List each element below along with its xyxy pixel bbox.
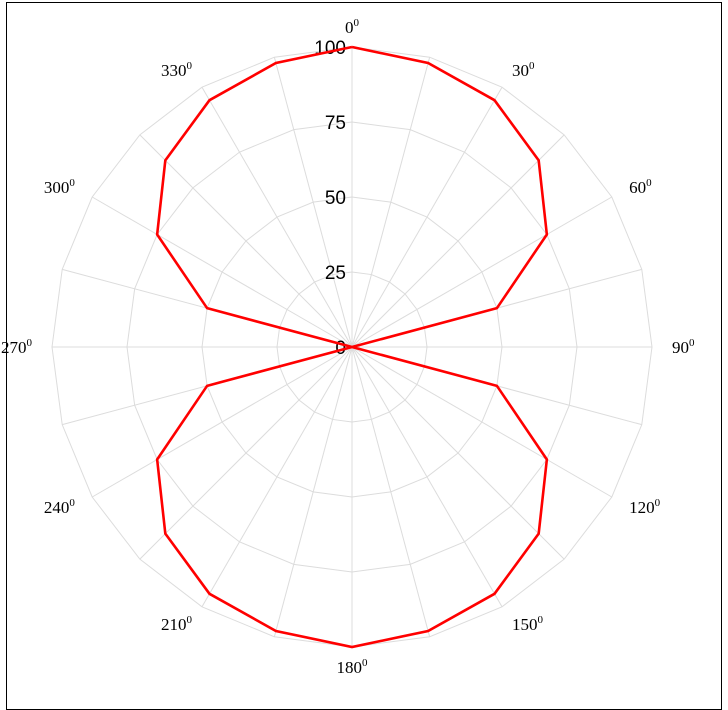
series-group	[155, 45, 549, 649]
angle-tick-labels: 00 300 600 900 1200 1500 1800 2100 2400 2700 3000 3…	[1, 17, 695, 677]
grid-spoke	[351, 346, 613, 498]
angle-tick-label: 3300	[161, 60, 193, 80]
angle-tick-label: 2100	[161, 614, 193, 634]
grid-spoke	[351, 346, 431, 637]
angle-tick-label: 3000	[44, 177, 76, 197]
grid-spoke	[351, 346, 503, 608]
grid-spoke	[91, 346, 353, 498]
grid-spoke	[351, 346, 565, 560]
grid-spoke	[139, 346, 353, 560]
angle-tick-label: 300	[512, 60, 535, 80]
radial-tick-label: 25	[325, 263, 346, 284]
grid-spoke	[139, 134, 353, 348]
angle-tick-label: 1200	[629, 497, 661, 517]
grid-spoke	[351, 86, 503, 348]
angle-tick-label: 00	[345, 17, 360, 37]
angle-tick-label: 1500	[512, 614, 544, 634]
grid-spoke	[351, 196, 613, 348]
radial-tick-label: 50	[325, 188, 346, 209]
radial-tick-label: 0	[335, 338, 346, 359]
grid-spoke	[273, 57, 353, 348]
grid-spoke	[351, 57, 431, 348]
angle-tick-label: 2400	[44, 497, 76, 517]
angle-tick-label: 2700	[1, 337, 33, 357]
radial-tick-label: 75	[325, 113, 346, 134]
grid-spoke	[91, 196, 353, 348]
angle-tick-label: 1800	[337, 657, 369, 677]
grid-spoke	[351, 134, 565, 348]
angle-tick-label: 900	[672, 337, 695, 357]
series-line	[155, 45, 549, 649]
angle-tick-label: 600	[629, 177, 652, 197]
grid-spoke	[201, 86, 353, 348]
grid-spoke	[201, 346, 353, 608]
grid-spoke	[273, 346, 353, 637]
